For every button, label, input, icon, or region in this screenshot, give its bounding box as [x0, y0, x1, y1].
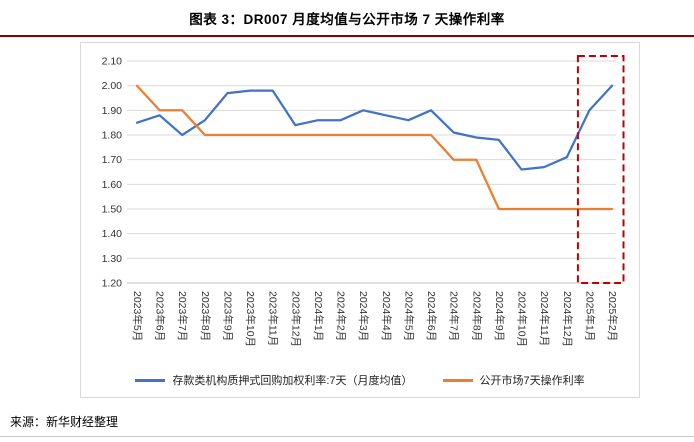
figure-title: 图表 3：DR007 月度均值与公开市场 7 天操作利率	[189, 12, 505, 27]
x-axis-label: 2023年9月	[222, 291, 235, 341]
x-axis-label: 2024年10月	[516, 291, 529, 347]
x-axis-label: 2024年11月	[538, 291, 551, 346]
x-axis-label: 2024年2月	[335, 291, 348, 341]
legend-label-omo: 公开市场7天操作利率	[479, 375, 585, 387]
y-axis-label: 2.00	[102, 80, 123, 92]
x-axis-label: 2024年9月	[493, 291, 506, 341]
x-axis-label: 2023年7月	[176, 291, 189, 341]
line-chart: 2.10 2.00 1.90 1.80 1.70 1.60 1.50 1.40 1.30 1.20…	[102, 55, 625, 347]
x-axis-label: 2023年6月	[154, 291, 167, 341]
legend-label-dr007: 存款类机构质押式回购加权利率:7天（月度均值）	[172, 375, 413, 387]
legend-swatch-dr007-line	[135, 378, 166, 382]
series-line-0	[135, 84, 614, 171]
x-axis-label: 2024年1月	[312, 291, 325, 341]
legend-item-dr007: 存款类机构质押式回购加权利率:7天（月度均值）	[135, 372, 413, 388]
x-axis-label: 2023年12月	[289, 291, 302, 347]
x-axis-label: 2024年3月	[357, 291, 370, 341]
x-axis-label: 2025年2月	[606, 291, 619, 341]
y-axis-label: 1.50	[102, 204, 123, 216]
x-axis-label: 2024年7月	[448, 291, 461, 341]
x-axis-label: 2024年5月	[402, 291, 415, 341]
chart-container: 2.10 2.00 1.90 1.80 1.70 1.60 1.50 1.40 1.30 1.20…	[80, 42, 640, 398]
series-line-1	[135, 84, 614, 211]
highlight-box	[576, 55, 625, 284]
x-axis-label: 2024年8月	[470, 291, 483, 341]
footer-rule	[0, 436, 694, 437]
y-axis-label: 1.40	[102, 228, 123, 240]
x-axis-label: 2024年4月	[380, 291, 393, 341]
source-note: 来源：新华财经整理	[10, 415, 119, 429]
title-rule	[0, 35, 694, 37]
y-axis-label: 1.60	[102, 179, 123, 191]
y-axis-label: 1.30	[102, 253, 123, 265]
x-axis-label: 2025年1月	[583, 291, 596, 341]
legend-item-omo: 公开市场7天操作利率	[442, 372, 585, 388]
chart-legend: 存款类机构质押式回购加权利率:7天（月度均值） 公开市场7天操作利率	[81, 372, 639, 388]
y-axis-label: 2.10	[102, 56, 123, 68]
y-axis-label: 1.90	[102, 105, 123, 117]
x-axis-label: 2023年11月	[267, 291, 280, 346]
x-axis-label: 2023年10月	[244, 291, 257, 347]
y-axis-label: 1.80	[102, 130, 123, 142]
x-axis-label: 2023年5月	[131, 291, 144, 341]
x-axis-label: 2024年12月	[561, 291, 574, 347]
y-axis-label: 1.70	[102, 154, 123, 166]
legend-swatch-omo-line	[442, 378, 473, 382]
x-axis-label: 2024年6月	[425, 291, 438, 341]
y-axis-label: 1.20	[102, 278, 123, 290]
x-axis-label: 2023年8月	[199, 291, 212, 341]
